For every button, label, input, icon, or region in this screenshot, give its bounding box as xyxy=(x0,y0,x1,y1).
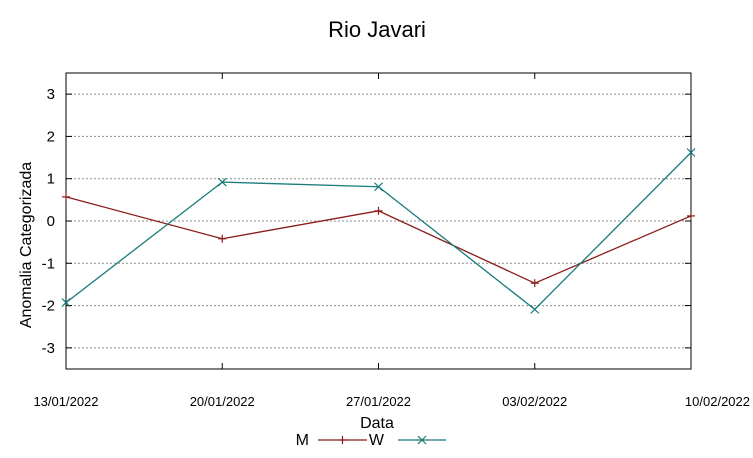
data-point-M xyxy=(218,234,227,243)
y-tick-label: 2 xyxy=(47,128,55,145)
data-point-W xyxy=(61,298,71,308)
data-point-M xyxy=(687,211,695,220)
data-point-W xyxy=(217,177,227,187)
chart-title: Rio Javari xyxy=(328,17,426,42)
data-point-M xyxy=(374,206,383,215)
y-tick-label: 1 xyxy=(47,171,55,188)
x-tick-label: 03/02/2022 xyxy=(502,394,567,409)
y-tick-label: 0 xyxy=(47,213,55,230)
data-point-M xyxy=(62,192,70,201)
legend-marker-W xyxy=(417,435,427,445)
legend-label-M: M xyxy=(296,432,309,449)
x-tick-label: 13/01/2022 xyxy=(33,394,98,409)
series-layer xyxy=(61,148,696,314)
y-tick-label: 3 xyxy=(47,86,55,103)
series-line-W xyxy=(65,152,692,311)
x-axis-label: Data xyxy=(360,415,394,432)
grid-lines xyxy=(66,93,691,349)
x-axis-ticks: 13/01/2022 20/01/2022 27/01/2022 03/02/2022… xyxy=(33,73,750,409)
y-tick-label: -3 xyxy=(42,340,55,357)
y-tick-label: -1 xyxy=(42,255,55,272)
data-point-W xyxy=(374,182,383,192)
legend-marker-M xyxy=(338,436,347,444)
data-point-W xyxy=(686,148,696,157)
x-tick-label: 10/02/2022 xyxy=(685,394,750,409)
y-axis-label: Anomalia Categorizada xyxy=(18,162,35,328)
x-tick-label: 20/01/2022 xyxy=(190,394,255,409)
data-point-M xyxy=(530,279,539,288)
legend-label-W: W xyxy=(369,432,385,449)
x-tick-label: 27/01/2022 xyxy=(346,394,411,409)
y-tick-label: -2 xyxy=(42,298,55,315)
data-point-W xyxy=(530,304,540,314)
